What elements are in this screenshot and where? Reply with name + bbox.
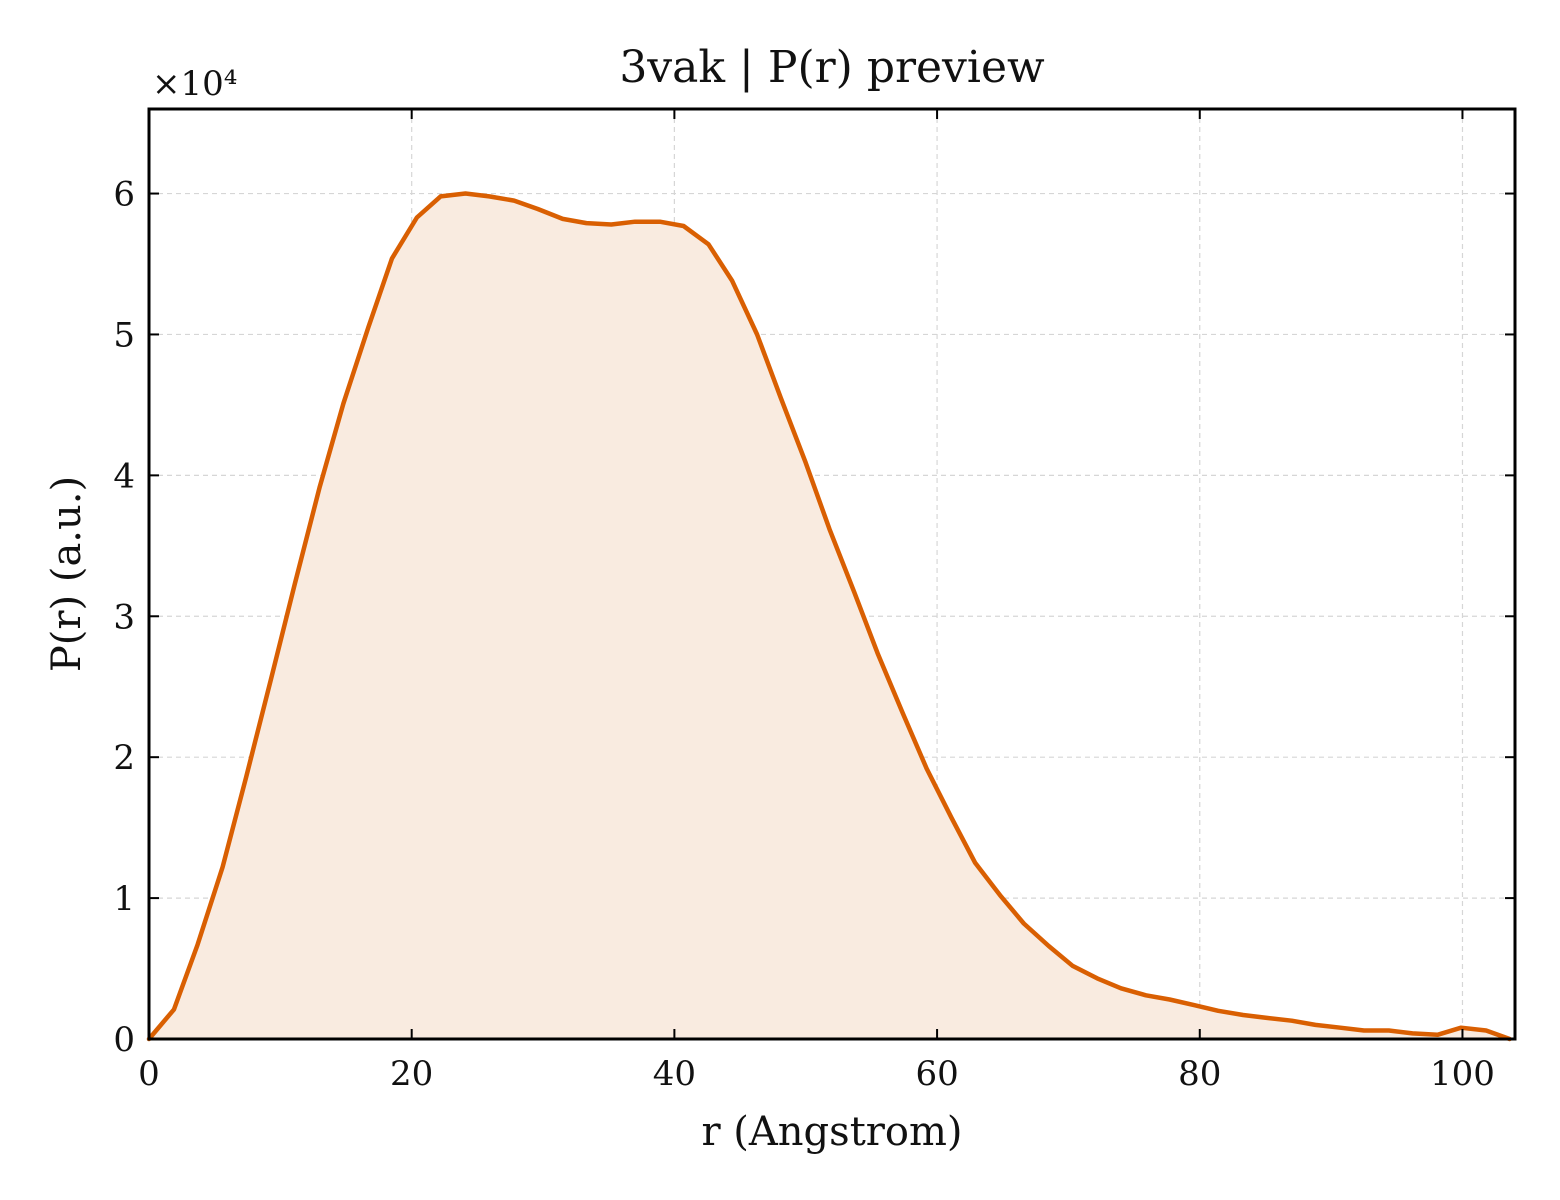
tick-layer: 0 20 40 60 80 100 0 1 2 3 4 5 6: [113, 109, 1515, 1094]
pr-line: [146, 191, 1512, 1042]
x-axis-label: r (Angstrom): [701, 1109, 962, 1155]
y-tick-label: 4: [113, 456, 135, 496]
y-tick-label: 6: [113, 175, 135, 215]
pr-area-fill: [149, 193, 1510, 1039]
y-tick-label: 2: [113, 738, 135, 778]
x-tick-label: 100: [1430, 1054, 1495, 1094]
y-axis-label: P(r) (a.u.): [44, 476, 90, 672]
x-tick-label: 40: [653, 1054, 696, 1094]
x-tick-label: 80: [1178, 1054, 1221, 1094]
x-tick-label: 60: [915, 1054, 958, 1094]
y-axis-multiplier: ×10⁴: [152, 64, 237, 104]
plot-frame: [147, 107, 1517, 1041]
y-tick-label: 5: [113, 315, 135, 355]
chart-title: 3vak | P(r) preview: [619, 42, 1045, 93]
y-tick-label: 0: [113, 1020, 135, 1060]
x-tick-label: 0: [138, 1054, 160, 1094]
y-tick-label: 3: [113, 597, 135, 637]
x-tick-label: 20: [390, 1054, 433, 1094]
y-tick-label: 1: [113, 879, 135, 919]
